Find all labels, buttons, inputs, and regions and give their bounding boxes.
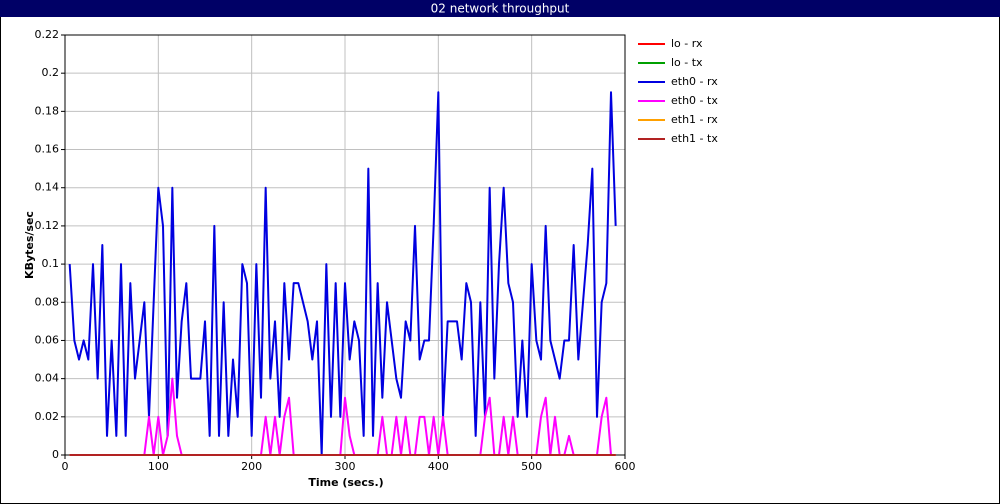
y-tick-label: 0.12 — [35, 219, 60, 232]
x-tick-label: 0 — [62, 460, 69, 473]
y-tick-label: 0.14 — [35, 181, 60, 194]
y-tick-label: 0.2 — [42, 66, 60, 79]
y-tick-label: 0.02 — [35, 410, 60, 423]
x-tick-label: 100 — [148, 460, 169, 473]
legend-label: eth0 - tx — [671, 94, 718, 107]
legend-label: eth1 - rx — [671, 113, 718, 126]
y-tick-label: 0.16 — [35, 143, 60, 156]
y-tick-label: 0 — [52, 448, 59, 461]
series-line — [68, 91, 617, 456]
y-tick-label: 0.22 — [35, 28, 60, 41]
y-tick-label: 0.1 — [42, 257, 60, 270]
y-axis-label: KBytes/sec — [23, 211, 36, 279]
legend-label: lo - tx — [671, 56, 703, 69]
legend-label: lo - rx — [671, 37, 703, 50]
y-tick-label: 0.04 — [35, 372, 60, 385]
title-bar — [0, 0, 1000, 17]
legend-label: eth1 - tx — [671, 132, 718, 145]
x-tick-label: 600 — [615, 460, 636, 473]
y-tick-label: 0.18 — [35, 104, 60, 117]
x-tick-label: 400 — [428, 460, 449, 473]
y-tick-label: 0.08 — [35, 295, 60, 308]
legend-label: eth0 - rx — [671, 75, 718, 88]
x-tick-label: 200 — [241, 460, 262, 473]
y-tick-label: 0.06 — [35, 333, 60, 346]
x-axis-label: Time (secs.) — [308, 476, 383, 489]
x-tick-label: 300 — [335, 460, 356, 473]
chart-title: 02 network throughput — [431, 2, 570, 16]
x-tick-label: 500 — [521, 460, 542, 473]
